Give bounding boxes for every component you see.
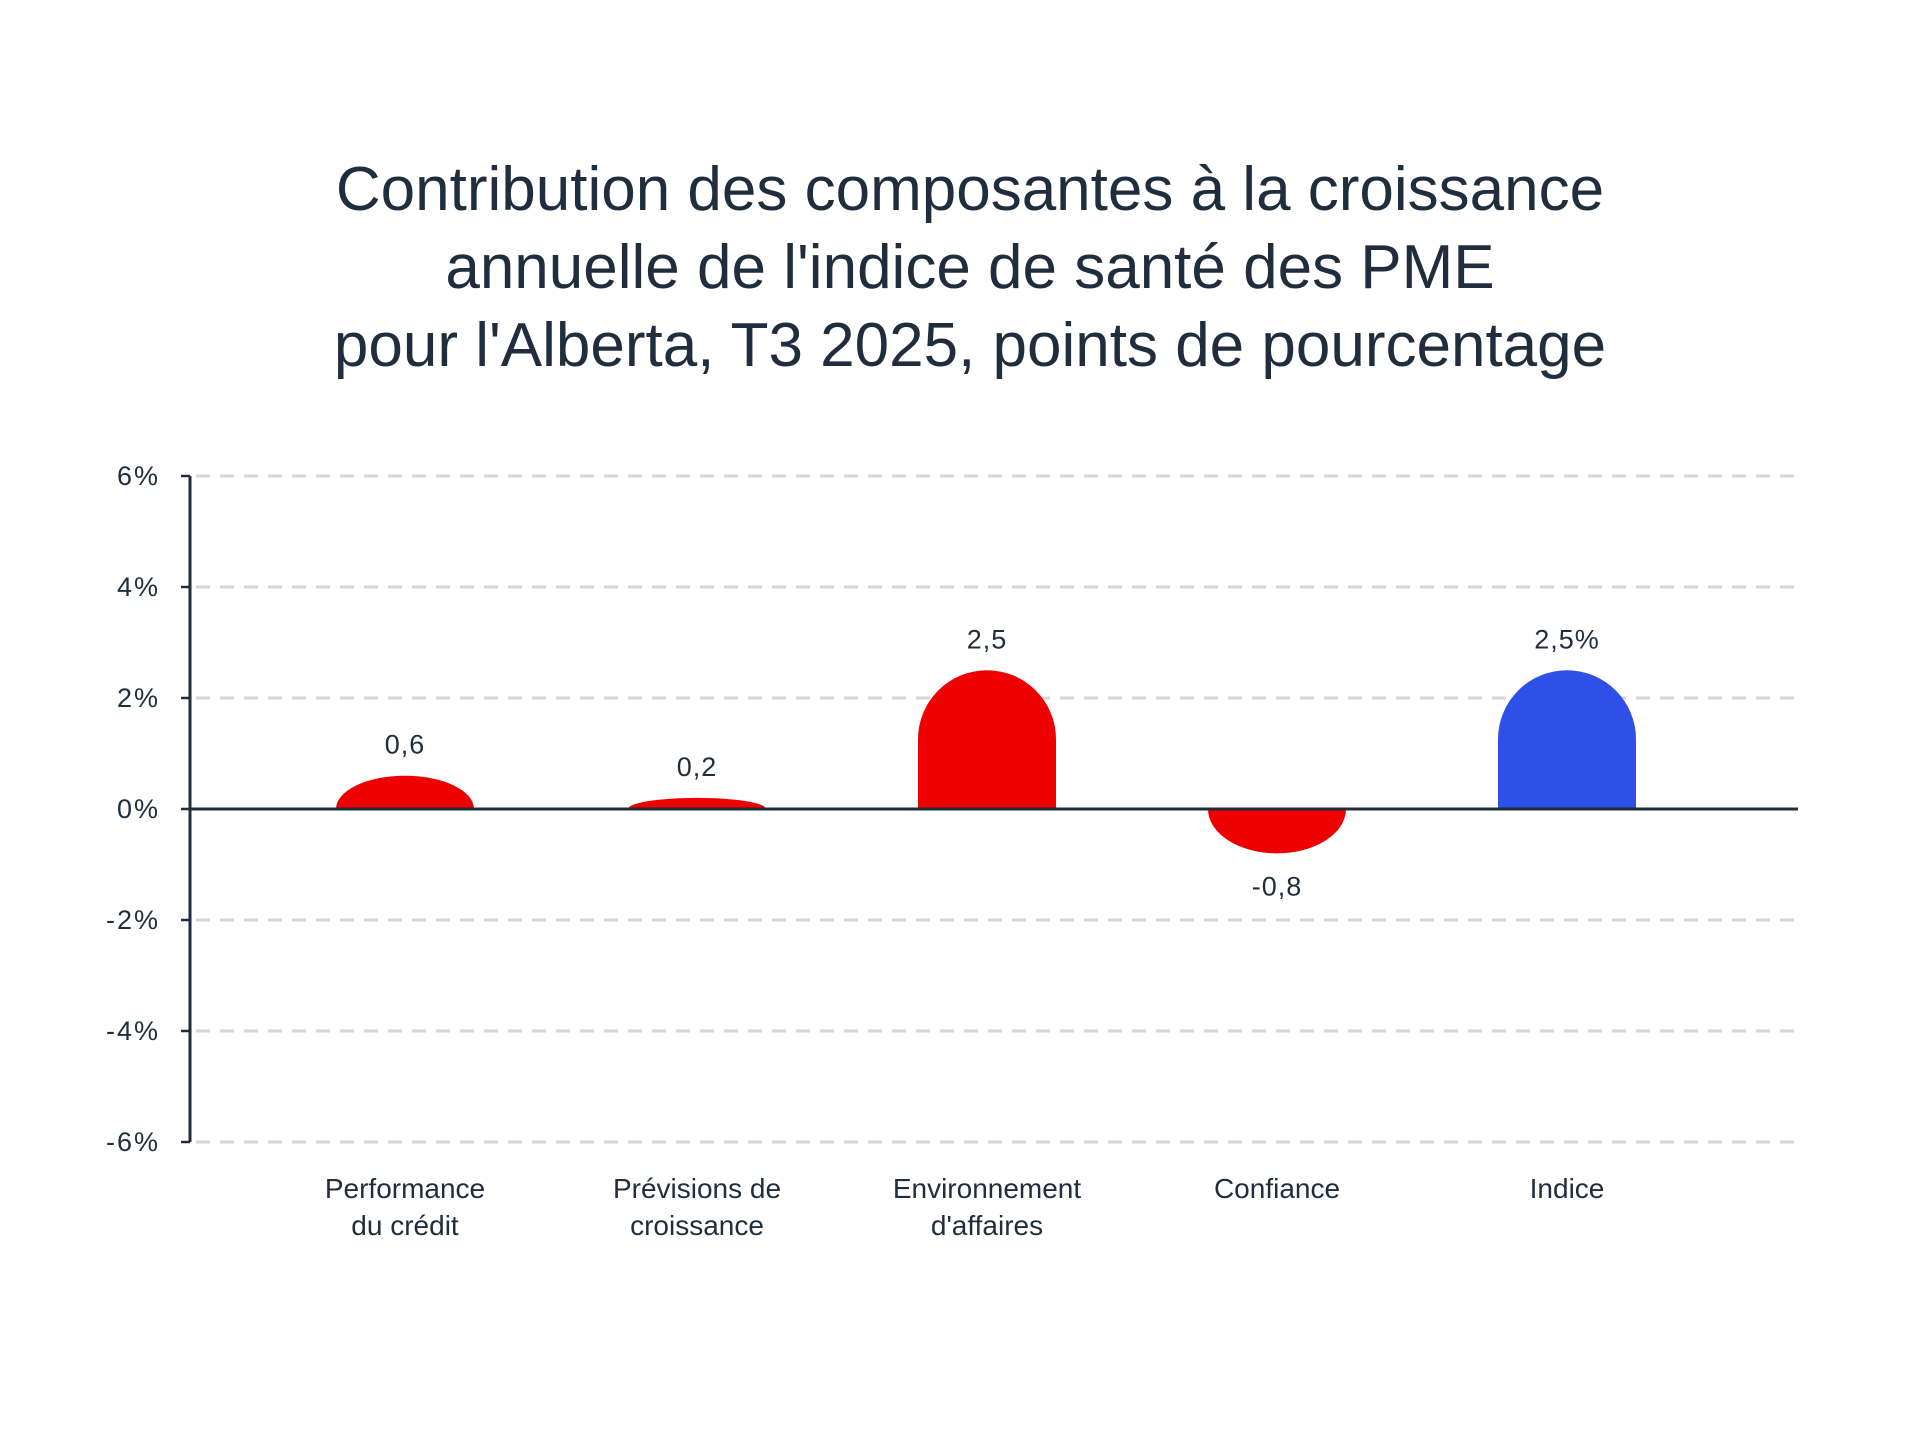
bar — [336, 775, 474, 809]
y-tick-label: 2% — [117, 683, 160, 713]
category-label: Confiance — [1214, 1173, 1340, 1204]
bars — [336, 670, 1636, 854]
chart-title-line-3: pour l'Alberta, T3 2025, points de pourc… — [334, 311, 1606, 380]
y-tick-label: 4% — [117, 572, 160, 602]
x-category-labels: Performance du crédit Prévisions de croissa… — [325, 1173, 1605, 1241]
category-label: Environnement — [893, 1173, 1082, 1204]
chart-title-line-1: Contribution des composantes à la croiss… — [336, 155, 1604, 224]
bar — [1208, 809, 1346, 854]
data-label: 2,5 — [967, 624, 1008, 654]
chart-title: Contribution des composantes à la croiss… — [334, 155, 1606, 380]
data-label: -0,8 — [1252, 871, 1303, 901]
y-tick-label: -4% — [106, 1016, 160, 1046]
y-tick-labels: 6% 4% 2% 0% -2% -4% -6% — [106, 461, 160, 1157]
data-label: 0,6 — [385, 730, 426, 760]
bar — [1498, 670, 1636, 809]
category-label: croissance — [630, 1210, 764, 1241]
category-label: d'affaires — [931, 1210, 1043, 1241]
axes — [181, 474, 1798, 1144]
chart-title-line-2: annuelle de l'indice de santé des PME — [445, 233, 1494, 302]
category-label: Performance — [325, 1173, 485, 1204]
bar — [628, 797, 766, 809]
bar — [918, 670, 1056, 809]
category-label: du crédit — [351, 1210, 459, 1241]
data-labels: 0,6 0,2 2,5 -0,8 2,5% — [385, 624, 1600, 901]
data-label: 2,5% — [1534, 624, 1600, 654]
category-label: Prévisions de — [613, 1173, 781, 1204]
y-tick-label: -6% — [106, 1127, 160, 1157]
y-tick-label: -2% — [106, 905, 160, 935]
data-label: 0,2 — [677, 752, 718, 782]
y-tick-label: 6% — [117, 461, 160, 491]
category-label: Indice — [1530, 1173, 1605, 1204]
y-tick-label: 0% — [117, 794, 160, 824]
